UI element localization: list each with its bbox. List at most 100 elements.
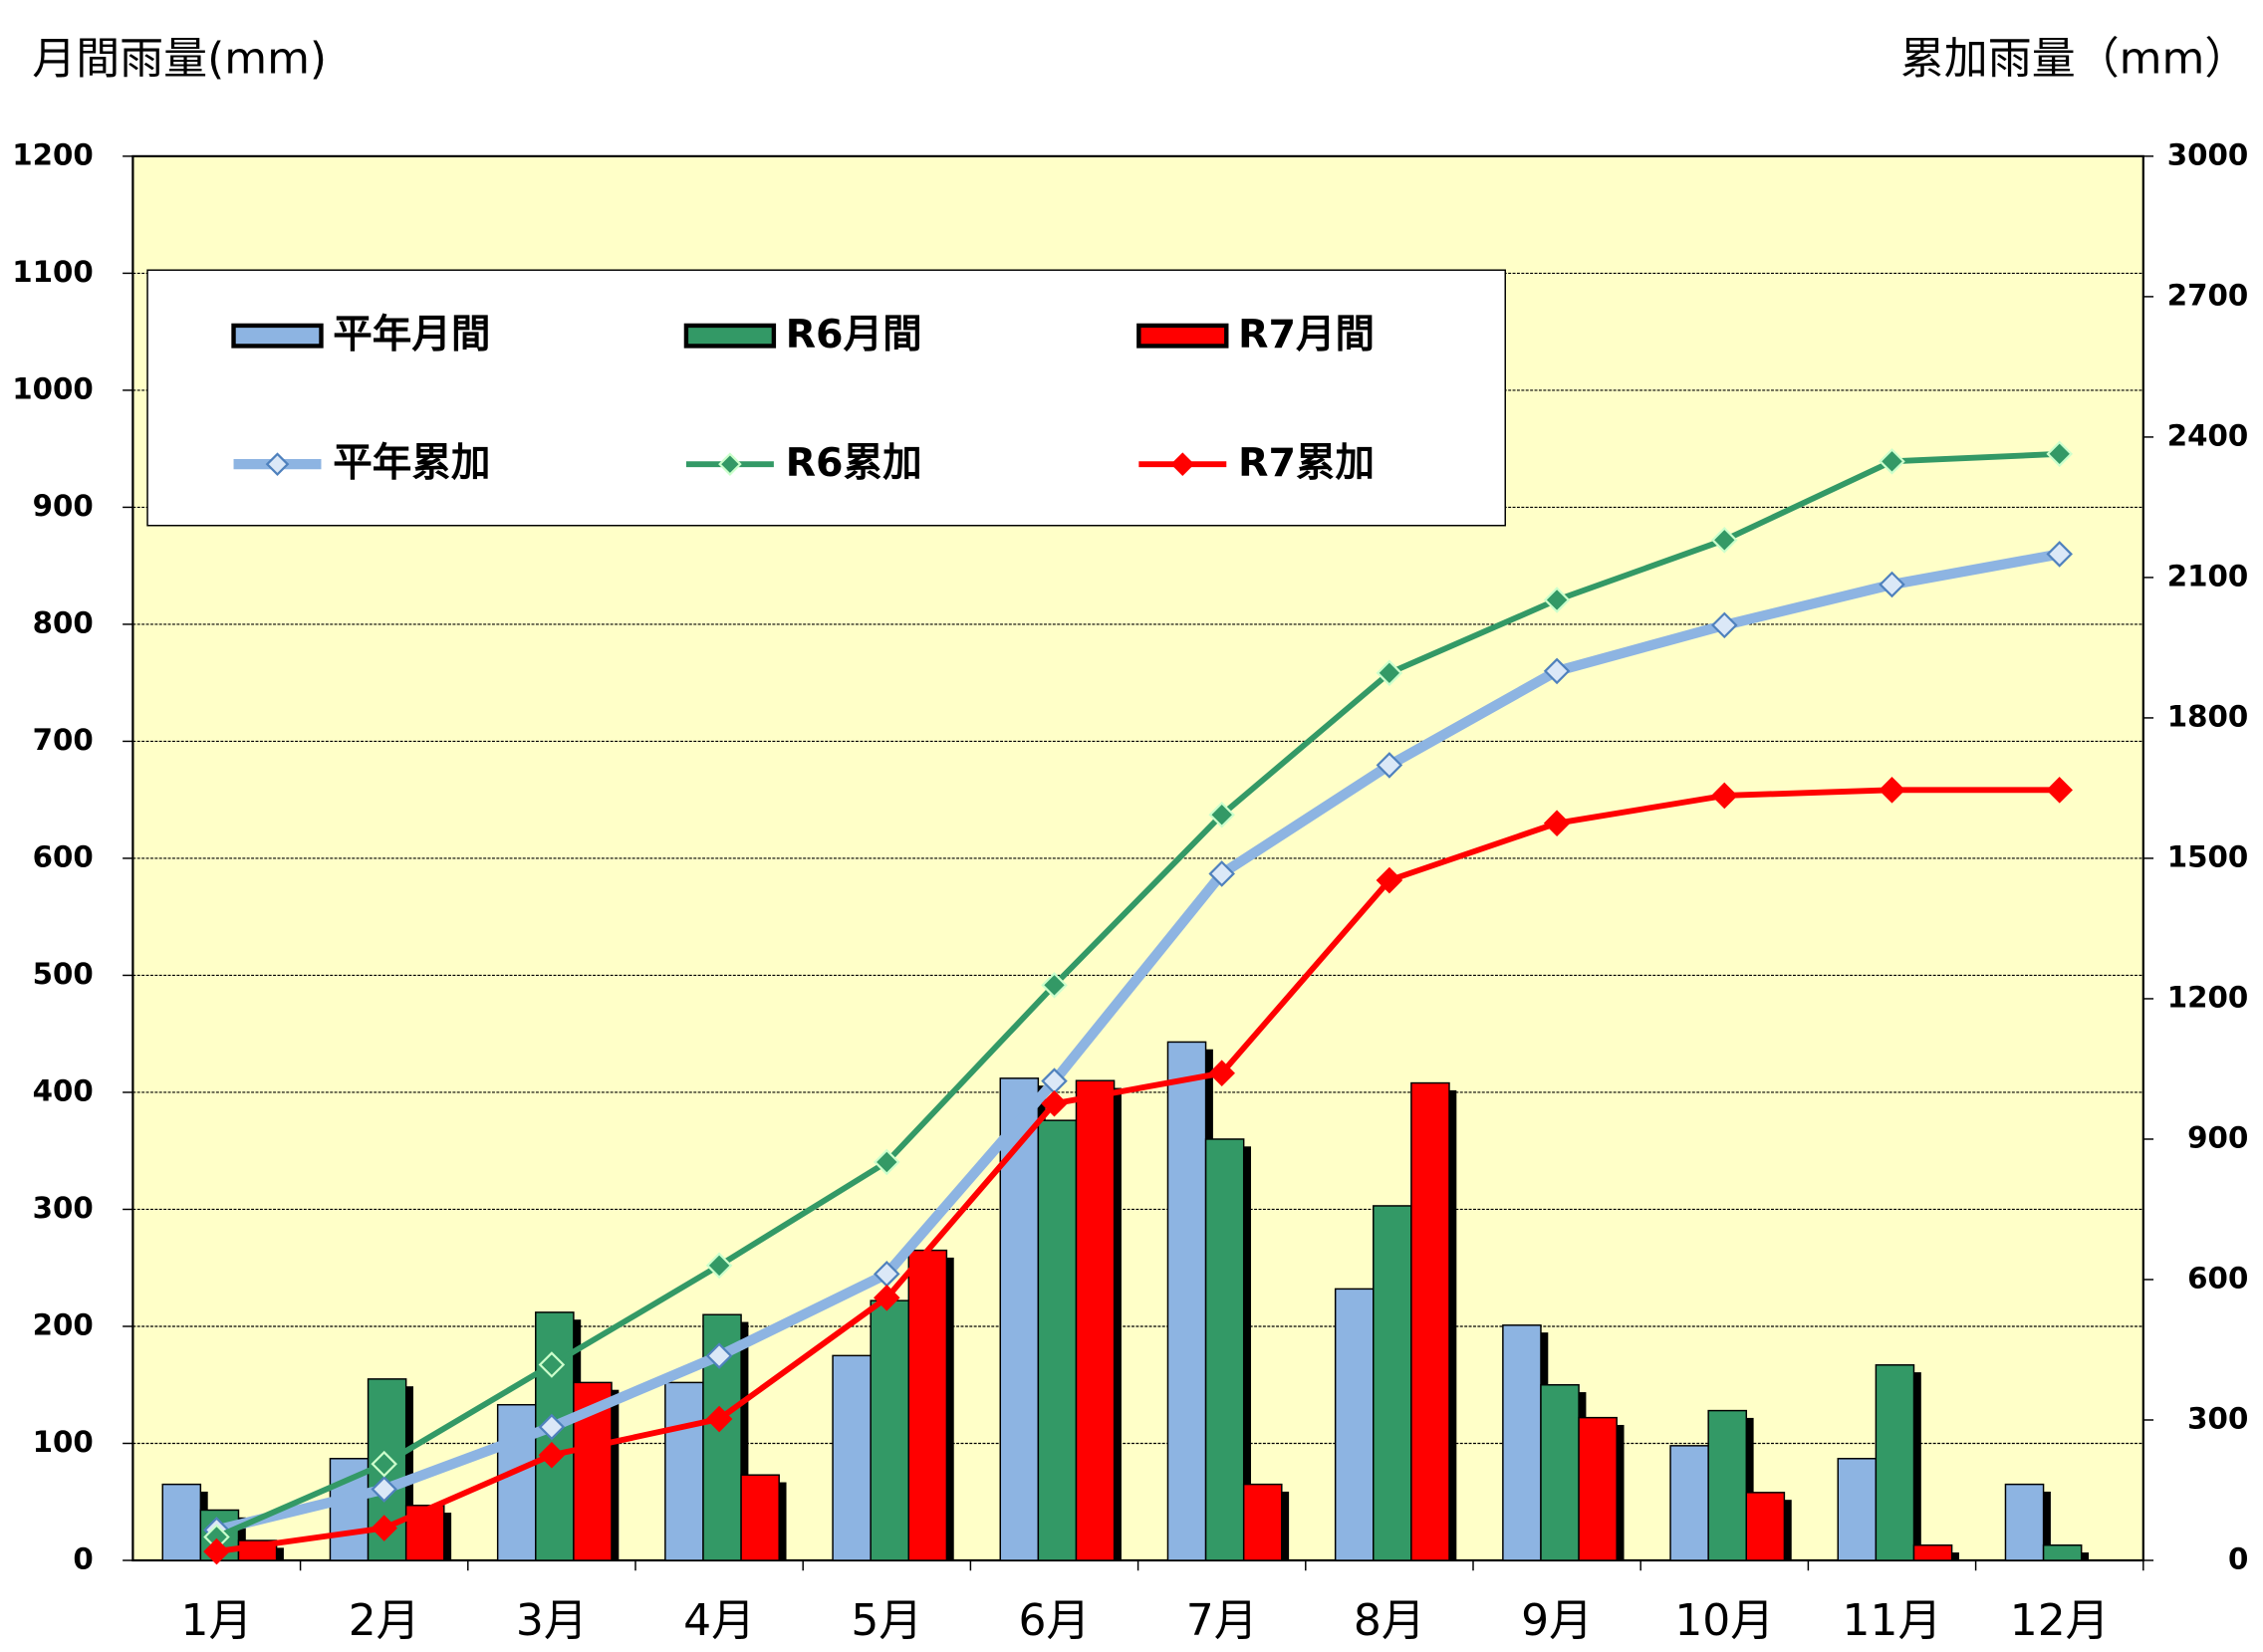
y-tick-label: 0	[73, 1541, 93, 1575]
y-axis-title: 月間雨量(mm)	[32, 34, 327, 85]
marker	[705, 1252, 733, 1280]
y-tick-label: 600	[33, 839, 94, 873]
bar	[161, 1483, 202, 1561]
y2-tick-label: 1200	[2167, 980, 2249, 1014]
legend-label: 平年累加	[333, 440, 490, 486]
bar	[496, 1403, 537, 1561]
bar	[1875, 1364, 1915, 1561]
bar	[1540, 1384, 1580, 1561]
legend-label: R7累加	[1238, 440, 1375, 486]
bars	[161, 1041, 2090, 1561]
y-tick-label: 100	[33, 1425, 94, 1459]
marker	[1041, 972, 1068, 999]
marker	[538, 1413, 566, 1441]
marker	[874, 1285, 900, 1311]
y-tick-label: 500	[33, 957, 94, 991]
legend-label: R6月間	[786, 312, 922, 357]
marker	[1208, 801, 1235, 828]
y2-tick-label: 3000	[2167, 137, 2249, 171]
marker	[1879, 777, 1905, 804]
legend-label: R6累加	[786, 440, 922, 486]
marker	[371, 1515, 397, 1541]
y2-tick-label: 300	[2187, 1401, 2248, 1435]
marker	[371, 1450, 397, 1478]
bar	[1912, 1543, 1953, 1561]
bar	[870, 1299, 910, 1561]
y2-tick-label: 2700	[2167, 278, 2249, 312]
marker	[2046, 777, 2073, 804]
x-tick-label: 3月	[516, 1595, 588, 1646]
marker	[2046, 541, 2073, 568]
marker	[1208, 860, 1235, 887]
bar	[2004, 1483, 2045, 1561]
marker	[203, 1537, 230, 1565]
x-tick-label: 10月	[1674, 1595, 1774, 1646]
marker	[874, 1148, 900, 1176]
bar	[1745, 1492, 1786, 1561]
bar	[664, 1381, 704, 1561]
y2-tick-label: 0	[2228, 1541, 2248, 1575]
bar	[1204, 1138, 1245, 1561]
bar	[999, 1077, 1040, 1561]
y-tick-label: 1000	[12, 371, 94, 405]
y2-tick-label: 1500	[2167, 839, 2249, 873]
marker	[371, 1476, 397, 1503]
x-tick-label: 4月	[683, 1595, 755, 1646]
marker	[1041, 1089, 1068, 1117]
legend-label: R7月間	[1238, 312, 1375, 357]
marker	[1711, 782, 1738, 810]
y2-tick-label: 2100	[2167, 559, 2249, 592]
marker	[1543, 810, 1571, 836]
legend-swatch	[683, 323, 777, 349]
marker	[1376, 752, 1403, 779]
bar	[907, 1249, 948, 1561]
bar	[1075, 1079, 1116, 1561]
y-tick-label: 300	[33, 1191, 94, 1225]
bar	[1373, 1205, 1412, 1561]
line	[216, 787, 2060, 1554]
marker	[705, 1342, 733, 1369]
bar	[1242, 1483, 1283, 1561]
y2-axis-title: 累加雨量（mm）	[1900, 34, 2248, 85]
y-tick-label: 800	[33, 605, 94, 639]
y2-tick-label: 1800	[2167, 699, 2249, 733]
bar	[1707, 1409, 1748, 1561]
x-tick-label: 2月	[349, 1595, 420, 1646]
legend-box	[146, 269, 1506, 527]
marker	[705, 1405, 733, 1433]
marker	[2046, 440, 2073, 468]
y2-tick-label: 600	[2187, 1261, 2248, 1295]
y2-tick-label: 900	[2187, 1120, 2248, 1154]
line	[215, 450, 2060, 1540]
marker	[1543, 587, 1571, 613]
legend-label: 平年月間	[333, 312, 490, 357]
marker	[1711, 527, 1738, 554]
marker	[1879, 448, 1905, 475]
x-tick-label: 5月	[851, 1595, 922, 1646]
marker	[538, 1351, 566, 1378]
y-tick-label: 700	[33, 723, 94, 757]
x-tick-label: 9月	[1521, 1595, 1593, 1646]
bar	[1334, 1288, 1375, 1561]
y-tick-label: 900	[33, 489, 94, 523]
marker	[1879, 571, 1905, 598]
legend-swatch	[231, 323, 324, 349]
bar	[1837, 1458, 1878, 1561]
x-tick-label: 11月	[1843, 1595, 1942, 1646]
y-tick-label: 1200	[12, 137, 94, 171]
x-tick-label: 7月	[1186, 1595, 1258, 1646]
marker	[538, 1441, 566, 1469]
legend-marker	[718, 452, 742, 476]
bar	[1166, 1041, 1207, 1561]
marker	[1376, 866, 1403, 894]
line	[215, 549, 2061, 1535]
marker	[1208, 1060, 1235, 1086]
legend-marker	[1170, 452, 1195, 476]
y2-tick-label: 2400	[2167, 418, 2249, 452]
legend-swatch	[1136, 323, 1229, 349]
bar	[1502, 1324, 1542, 1561]
bar	[1037, 1119, 1078, 1561]
